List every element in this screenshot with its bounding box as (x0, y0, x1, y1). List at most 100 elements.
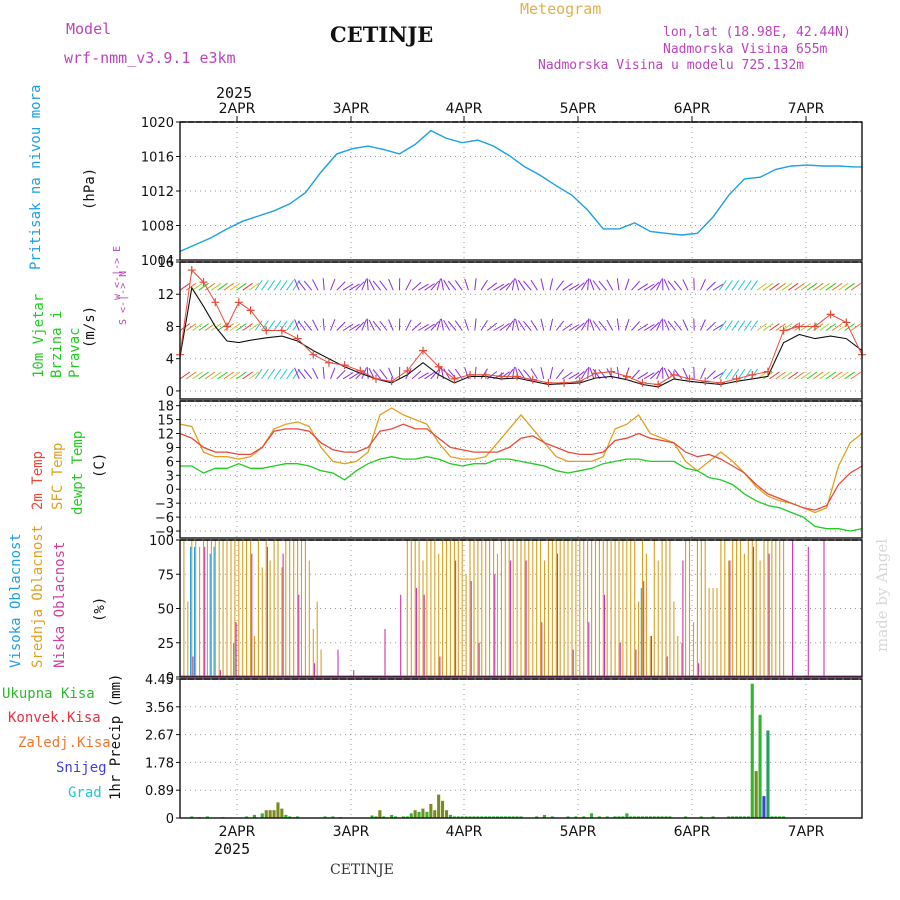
precip-tick-3.56: 3.56 (145, 701, 174, 716)
wind-barb-0-896 (523, 280, 532, 291)
temp-tick-15: 15 (157, 414, 174, 429)
wind-barb-0-208 (261, 280, 269, 291)
wind-gust-marker-42 (810, 322, 819, 331)
wind-gust-marker-21 (481, 370, 490, 379)
wind-barb-1-1360 (712, 323, 724, 331)
wind-barb-1-384 (330, 319, 336, 331)
wind-barb-1-1584 (800, 323, 811, 331)
wind-barb-1-832 (505, 320, 514, 331)
wind-gust-marker-33 (669, 370, 678, 379)
cloud-tick-25: 25 (157, 637, 174, 652)
precip-bar-18 (323, 816, 327, 818)
precip-bar-84 (711, 816, 715, 818)
legend-freezing-rain: Zaledj.Kisa (18, 735, 111, 751)
wind-barb-0-848 (511, 278, 515, 291)
wind-barb-2-1376 (718, 368, 727, 380)
wind-barb-1-576 (405, 319, 412, 331)
wind-barb-1-1280 (673, 320, 683, 331)
wind-barb-2-1120 (616, 366, 620, 379)
meteogram-label: Meteogram (520, 0, 602, 18)
wind-barb-2-368 (322, 366, 325, 379)
precip-bar-6 (245, 816, 249, 818)
wind-gust-marker-38 (748, 370, 757, 379)
wind-gust-marker-35 (701, 377, 710, 386)
wind-gust-marker-8 (277, 326, 286, 335)
wind-barb-1-896 (523, 320, 532, 331)
wind-barb-2-1424 (737, 368, 746, 380)
wind-barb-0-1120 (616, 278, 620, 291)
wind-barb-0-1040 (587, 278, 590, 291)
precip-bar-53 (503, 816, 507, 818)
wind-gust-marker-28 (591, 369, 600, 378)
precip-bar-7 (252, 814, 256, 818)
precip-bar-25 (390, 814, 394, 818)
precip-bar-45 (472, 816, 476, 818)
wind-barb-1-1520 (775, 323, 786, 331)
wind-barb-0-1280 (673, 280, 683, 291)
wind-gust-marker-23 (513, 372, 522, 381)
precip-bar-30 (413, 810, 417, 818)
precip-bar-24 (382, 816, 386, 818)
model-label: Model (66, 20, 112, 38)
wind-barb-0-528 (379, 280, 388, 291)
wind-barb-0-1568 (794, 282, 805, 291)
temp-tick--3: −3 (155, 497, 174, 512)
wind-tick-16: 16 (157, 256, 174, 271)
day-label-top-3APR: 3APR (333, 101, 370, 117)
wind-barb-1-1472 (756, 323, 768, 331)
wind-barb-0-816 (499, 282, 510, 291)
model-elevation: Nadmorska Visina u modelu 725.132m (538, 58, 805, 73)
wind-barb-2-1504 (769, 371, 780, 380)
wind-barb-1-1696 (844, 323, 855, 331)
precip-bar-11 (272, 810, 276, 818)
wind-barb-1-144 (236, 323, 247, 331)
page-title: CETINJE (330, 22, 434, 47)
wind-barb-0-1152 (631, 280, 640, 291)
wind-barb-1-48 (198, 323, 209, 331)
wind-barb-2-208 (261, 368, 269, 380)
wind-barb-0-912 (530, 279, 538, 291)
wind-gust-marker-11 (324, 358, 333, 367)
pressure-tick-1004: 1004 (141, 254, 174, 269)
precip-bar-61 (566, 816, 570, 818)
precip-bar-64 (590, 813, 594, 818)
wind-barb-0-384 (330, 278, 336, 291)
wind-barb-2-272 (286, 368, 294, 380)
year-bottom: 2025 (214, 840, 251, 858)
wind-barb-0-1696 (844, 282, 855, 291)
wind-barb-1-544 (388, 319, 394, 331)
wind-barb-0-992 (568, 283, 580, 291)
wind-barb-0-192 (254, 280, 263, 291)
precip-bar-89 (742, 816, 746, 818)
wind-barb-1-400 (336, 321, 346, 331)
wind-barb-0-1264 (667, 280, 676, 291)
precip-bar-97 (774, 816, 778, 818)
wind-barb-1-656 (436, 318, 441, 331)
wind-barb-0-768 (480, 279, 488, 291)
precip-bar-43 (464, 816, 468, 818)
wind-barb-2-944 (549, 366, 554, 379)
precip-bar-59 (542, 814, 546, 818)
wind-barb-2-144 (236, 371, 247, 380)
wind-barb-0-832 (505, 280, 514, 291)
wind-barb-2-992 (568, 372, 580, 380)
precip-bar-65 (597, 816, 601, 818)
wind-barb-0-336 (303, 280, 313, 291)
wind-barb-1-1008 (574, 322, 585, 331)
wind-barb-2-32 (192, 371, 203, 380)
wind-barb-2-960 (555, 368, 564, 380)
wind-barb-0-1456 (750, 280, 759, 291)
wind-barb-0-112 (223, 282, 234, 291)
precip-bar-55 (511, 816, 515, 818)
wind-barb-0-1536 (781, 282, 793, 291)
wind-gust-marker-16 (403, 366, 412, 375)
wind-barb-1-1296 (682, 319, 689, 331)
precip-tick-4.45: 4.45 (145, 673, 174, 688)
wind-barb-2-1328 (700, 367, 706, 380)
wind-barb-2-1552 (788, 371, 799, 380)
wind-barb-0-448 (355, 281, 365, 291)
wind-barb-1-1120 (616, 318, 620, 331)
precip-bar-17 (296, 816, 300, 818)
wind-barb-2-1008 (574, 370, 585, 380)
precip-bar-48 (484, 816, 488, 818)
